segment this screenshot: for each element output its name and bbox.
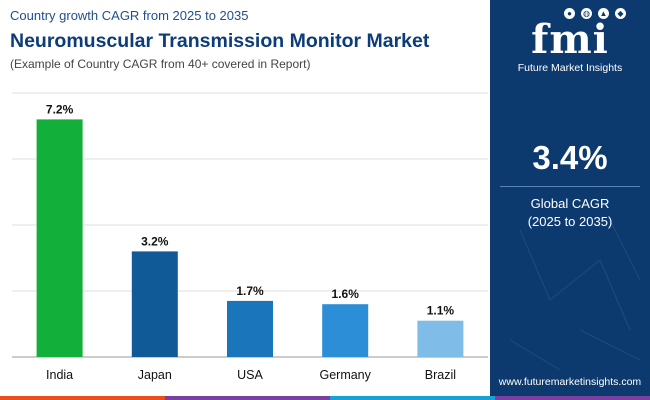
bar-germany [322, 304, 369, 357]
chart-note: (Example of Country CAGR from 40+ covere… [10, 57, 311, 71]
logo-chart-icon: ▲ [598, 8, 609, 19]
data-label: 1.7% [236, 284, 264, 298]
x-tick-label: India [46, 368, 73, 382]
logo-globe-icon: ◍ [581, 8, 592, 19]
bar-brazil [417, 320, 464, 357]
logo-mark: fmi [531, 16, 609, 63]
x-tick-label: Germany [319, 368, 371, 382]
data-label: 1.6% [332, 287, 360, 301]
bar-india [36, 119, 83, 358]
footer-stripe-4 [495, 396, 650, 400]
logo-icon-row: ● ◍ ▲ ◆ [540, 8, 650, 22]
panel-background-pattern [509, 219, 641, 371]
data-label: 1.1% [427, 304, 455, 318]
logo-people-icon: ● [564, 8, 575, 19]
global-cagr-period: (2025 to 2035) [527, 214, 613, 229]
x-tick-label: Brazil [425, 368, 456, 382]
chart-header: Country growth CAGR from 2025 to 2035 Ne… [10, 8, 490, 72]
bar-chart: 7.2% India 3.2% Japan 1.7% USA 1.6% Germany 1.1%… [12, 92, 488, 382]
logo-flask-icon: ◆ [615, 8, 626, 19]
global-cagr-label: Global CAGR [530, 196, 610, 211]
logo-text: Future Market Insights [517, 62, 623, 74]
footer-stripe-2 [165, 396, 330, 400]
website-link[interactable]: www.futuremarketinsights.com [498, 376, 642, 388]
x-tick-label: USA [237, 368, 263, 382]
footer-stripe-3 [330, 396, 495, 400]
fmi-logo: ● ◍ ▲ ◆ fmi Future Market Insights [490, 8, 650, 74]
data-label: 7.2% [46, 102, 74, 116]
summary-panel: ● ◍ ▲ ◆ fmi Future Market Insights 3.4% … [490, 0, 650, 400]
footer-stripe-1 [0, 396, 165, 400]
data-label: 3.2% [141, 234, 169, 248]
stat-divider [500, 186, 640, 187]
global-cagr-value: 3.4% [532, 139, 608, 176]
chart-title: Neuromuscular Transmission Monitor Marke… [10, 30, 430, 52]
x-tick-label: Japan [138, 368, 172, 382]
global-cagr-block: 3.4% Global CAGR (2025 to 2035) [490, 138, 650, 231]
bar-usa [227, 300, 273, 357]
bar-japan [131, 251, 178, 357]
chart-subtitle: Country growth CAGR from 2025 to 2035 [10, 8, 249, 23]
